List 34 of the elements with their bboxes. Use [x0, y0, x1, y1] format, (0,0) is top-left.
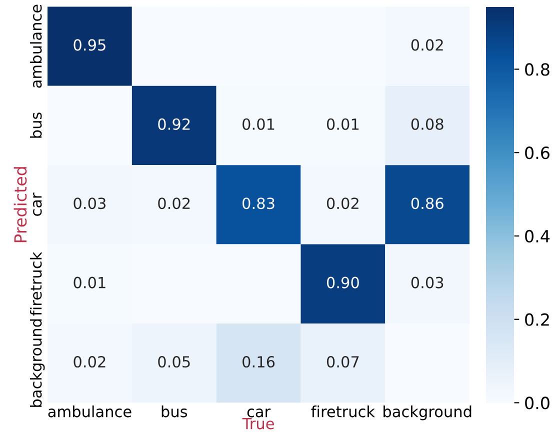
data-label: 0.86: [411, 198, 444, 210]
color-bar-label: 0.8: [525, 63, 550, 76]
data-label: 0.92: [158, 118, 190, 130]
data-label: 0.05: [158, 356, 190, 368]
y-axis-title: Predicted: [14, 167, 27, 242]
data-label: 0.02: [158, 198, 190, 210]
data-label: 0.02: [411, 39, 443, 51]
x-tick-label: car: [247, 408, 271, 418]
data-label: 0.01: [74, 276, 106, 288]
y-tick-label: ambulance: [30, 4, 42, 88]
y-tick-label: car: [33, 192, 42, 216]
x-axis-title: True: [242, 418, 274, 430]
x-tick-label: background: [384, 406, 472, 420]
data-label: 0.95: [74, 39, 106, 51]
data-label: 0.02: [326, 198, 358, 210]
data-label: 0.08: [411, 118, 444, 130]
data-label: 0.90: [326, 276, 359, 288]
data-label: 0.03: [411, 276, 444, 288]
data-label: 0.01: [242, 118, 274, 130]
x-tick-label: bus: [162, 406, 188, 418]
data-label: 0.83: [242, 198, 274, 210]
data-label: 0.02: [74, 356, 106, 368]
data-label: 0.01: [326, 118, 359, 130]
color-bar-label: 0.6: [525, 146, 550, 160]
y-tick-label: firetruck: [30, 252, 42, 316]
data-label: 0.16: [242, 356, 275, 368]
data-label: 0.07: [326, 356, 359, 368]
color-bar-label: 0.4: [525, 230, 550, 243]
x-tick-label: ambulance: [48, 406, 132, 418]
y-tick-label: bus: [30, 112, 42, 138]
color-bar-label: 0.0: [525, 396, 550, 410]
x-tick-label: firetruck: [311, 406, 375, 418]
color-bar-label: 0.2: [525, 313, 549, 326]
data-label: 0.03: [74, 198, 106, 210]
